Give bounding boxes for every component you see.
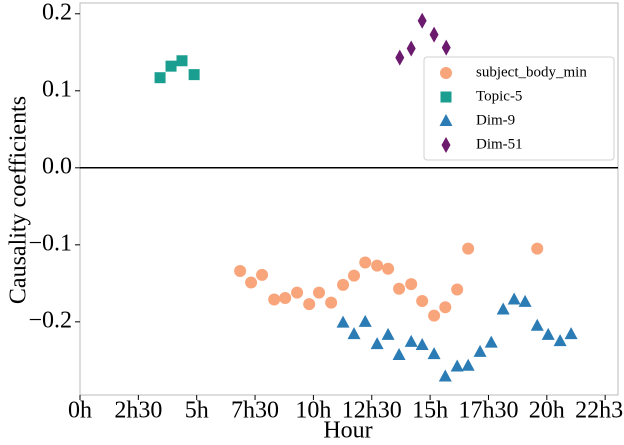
point (507, 292, 521, 305)
point (245, 276, 258, 289)
point (348, 269, 361, 282)
point (358, 314, 372, 327)
point (530, 318, 544, 331)
point (441, 39, 451, 56)
point (473, 344, 487, 357)
x-tick-label: 7h30 (231, 398, 279, 424)
point (370, 337, 384, 350)
point (347, 327, 361, 340)
point (417, 12, 427, 29)
point (381, 327, 395, 340)
point (188, 69, 200, 81)
point (427, 347, 441, 360)
point (291, 286, 304, 299)
legend-label: subject_body_min (476, 64, 587, 80)
point (313, 286, 326, 299)
x-tick-label: 12h30 (342, 398, 402, 424)
point (234, 265, 247, 278)
point (541, 327, 555, 340)
point (395, 49, 405, 66)
point (404, 334, 418, 347)
y-axis-label: Causality coefficients (6, 96, 32, 304)
legend-marker (441, 137, 451, 153)
point (392, 347, 406, 360)
point (450, 359, 464, 372)
point (531, 242, 544, 255)
legend-box (423, 56, 615, 161)
point (429, 26, 439, 43)
point (406, 40, 416, 57)
legend-marker (440, 91, 452, 103)
point (176, 55, 188, 67)
x-tick-label: 0h (68, 398, 92, 424)
point (336, 315, 350, 328)
x-tick-label: 20h (529, 398, 565, 424)
point (256, 268, 269, 281)
x-tick-label: 10h (295, 398, 331, 424)
point (553, 334, 567, 347)
legend-label: Dim-9 (476, 112, 515, 128)
y-tick-label: 0.1 (42, 76, 72, 102)
point (405, 278, 418, 291)
point (415, 337, 429, 350)
point (439, 301, 452, 314)
y-tick-label: −0.2 (28, 307, 72, 333)
point (484, 335, 498, 348)
point (438, 369, 452, 382)
point (428, 309, 441, 322)
point (154, 72, 166, 84)
x-tick-label: 15h (412, 398, 448, 424)
point (451, 283, 464, 296)
point (393, 282, 406, 295)
legend-label: Topic-5 (476, 88, 522, 104)
x-tick-label: 5h (185, 398, 209, 424)
point (382, 262, 395, 275)
y-tick-label: 0.0 (42, 153, 72, 179)
point (496, 302, 510, 315)
point (359, 256, 372, 269)
point (371, 259, 384, 272)
x-tick-label: 17h30 (458, 398, 518, 424)
y-tick-label: 0.2 (42, 0, 72, 25)
legend-marker (439, 114, 453, 126)
point (279, 291, 292, 304)
point (462, 242, 475, 255)
plot-frame (79, 2, 619, 396)
point (303, 298, 316, 311)
point (325, 296, 338, 309)
point (461, 358, 475, 371)
legend-marker (440, 67, 452, 79)
x-axis-label: Hour (323, 418, 372, 444)
point (518, 294, 532, 307)
x-tick-label: 22h30 (575, 398, 624, 424)
legend: subject_body_min Topic-5 Dim-9 Dim-51 (423, 56, 615, 161)
point (337, 278, 350, 291)
point (268, 293, 281, 306)
legend-label: Dim-51 (476, 136, 523, 152)
y-tick-label: −0.1 (28, 230, 72, 256)
point (165, 60, 177, 72)
point (416, 295, 429, 308)
point (564, 327, 578, 340)
x-tick-label: 2h30 (114, 398, 162, 424)
